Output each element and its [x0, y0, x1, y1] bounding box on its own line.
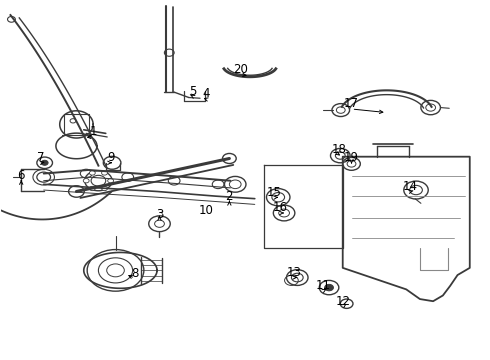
Circle shape [101, 171, 107, 175]
Circle shape [83, 179, 89, 183]
Circle shape [41, 160, 48, 165]
Text: 8: 8 [131, 267, 139, 280]
Text: 12: 12 [335, 295, 350, 308]
Text: 19: 19 [344, 151, 359, 164]
Text: 2: 2 [225, 190, 233, 203]
Text: 15: 15 [267, 186, 282, 199]
Text: 16: 16 [272, 202, 288, 215]
Text: 14: 14 [403, 180, 417, 193]
Text: 11: 11 [316, 279, 331, 292]
Text: 7: 7 [37, 151, 45, 164]
Text: 10: 10 [198, 204, 213, 217]
Text: 5: 5 [189, 85, 196, 98]
Text: 1: 1 [90, 125, 98, 138]
Circle shape [89, 186, 95, 191]
Text: 9: 9 [107, 151, 114, 164]
Circle shape [108, 179, 114, 183]
Text: 3: 3 [156, 208, 163, 221]
Text: 17: 17 [344, 98, 359, 111]
Text: 20: 20 [233, 63, 247, 76]
Circle shape [89, 171, 95, 175]
Text: 6: 6 [18, 169, 25, 182]
Text: 13: 13 [287, 266, 301, 279]
Circle shape [325, 284, 333, 291]
Text: 4: 4 [202, 87, 210, 100]
Circle shape [101, 186, 107, 191]
Text: 18: 18 [331, 143, 346, 156]
